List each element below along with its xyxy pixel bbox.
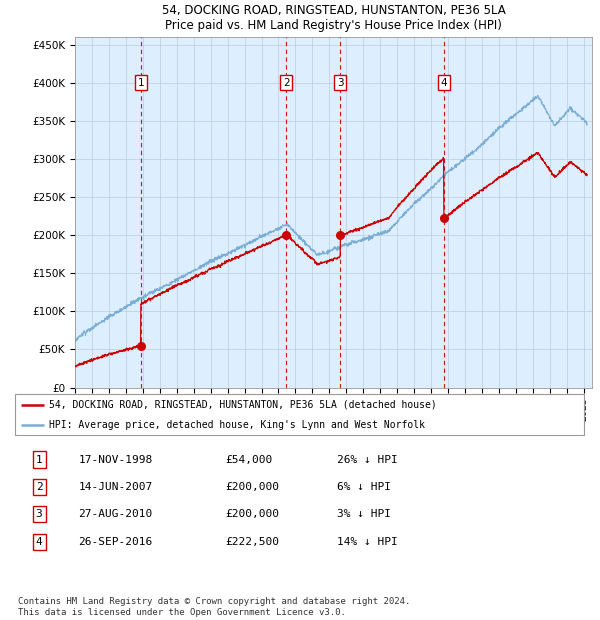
Text: 14% ↓ HPI: 14% ↓ HPI: [337, 537, 398, 547]
Text: 27-AUG-2010: 27-AUG-2010: [78, 509, 152, 519]
Text: £222,500: £222,500: [225, 537, 279, 547]
Text: 2: 2: [35, 482, 43, 492]
Title: 54, DOCKING ROAD, RINGSTEAD, HUNSTANTON, PE36 5LA
Price paid vs. HM Land Registr: 54, DOCKING ROAD, RINGSTEAD, HUNSTANTON,…: [162, 4, 505, 32]
Text: 1: 1: [137, 78, 144, 88]
Text: 1: 1: [35, 454, 43, 464]
Text: Contains HM Land Registry data © Crown copyright and database right 2024.
This d: Contains HM Land Registry data © Crown c…: [18, 598, 410, 617]
Text: 3: 3: [337, 78, 344, 88]
Text: HPI: Average price, detached house, King's Lynn and West Norfolk: HPI: Average price, detached house, King…: [49, 420, 425, 430]
Text: 3: 3: [35, 509, 43, 519]
Text: 3% ↓ HPI: 3% ↓ HPI: [337, 509, 391, 519]
FancyBboxPatch shape: [15, 394, 584, 435]
Text: 14-JUN-2007: 14-JUN-2007: [78, 482, 152, 492]
Text: £54,000: £54,000: [225, 454, 272, 464]
Text: 26-SEP-2016: 26-SEP-2016: [78, 537, 152, 547]
Text: 26% ↓ HPI: 26% ↓ HPI: [337, 454, 398, 464]
Text: 4: 4: [35, 537, 43, 547]
Text: 54, DOCKING ROAD, RINGSTEAD, HUNSTANTON, PE36 5LA (detached house): 54, DOCKING ROAD, RINGSTEAD, HUNSTANTON,…: [49, 399, 437, 410]
Text: 2: 2: [283, 78, 290, 88]
Text: 6% ↓ HPI: 6% ↓ HPI: [337, 482, 391, 492]
Text: 17-NOV-1998: 17-NOV-1998: [78, 454, 152, 464]
Text: 4: 4: [440, 78, 447, 88]
Text: £200,000: £200,000: [225, 509, 279, 519]
Text: £200,000: £200,000: [225, 482, 279, 492]
